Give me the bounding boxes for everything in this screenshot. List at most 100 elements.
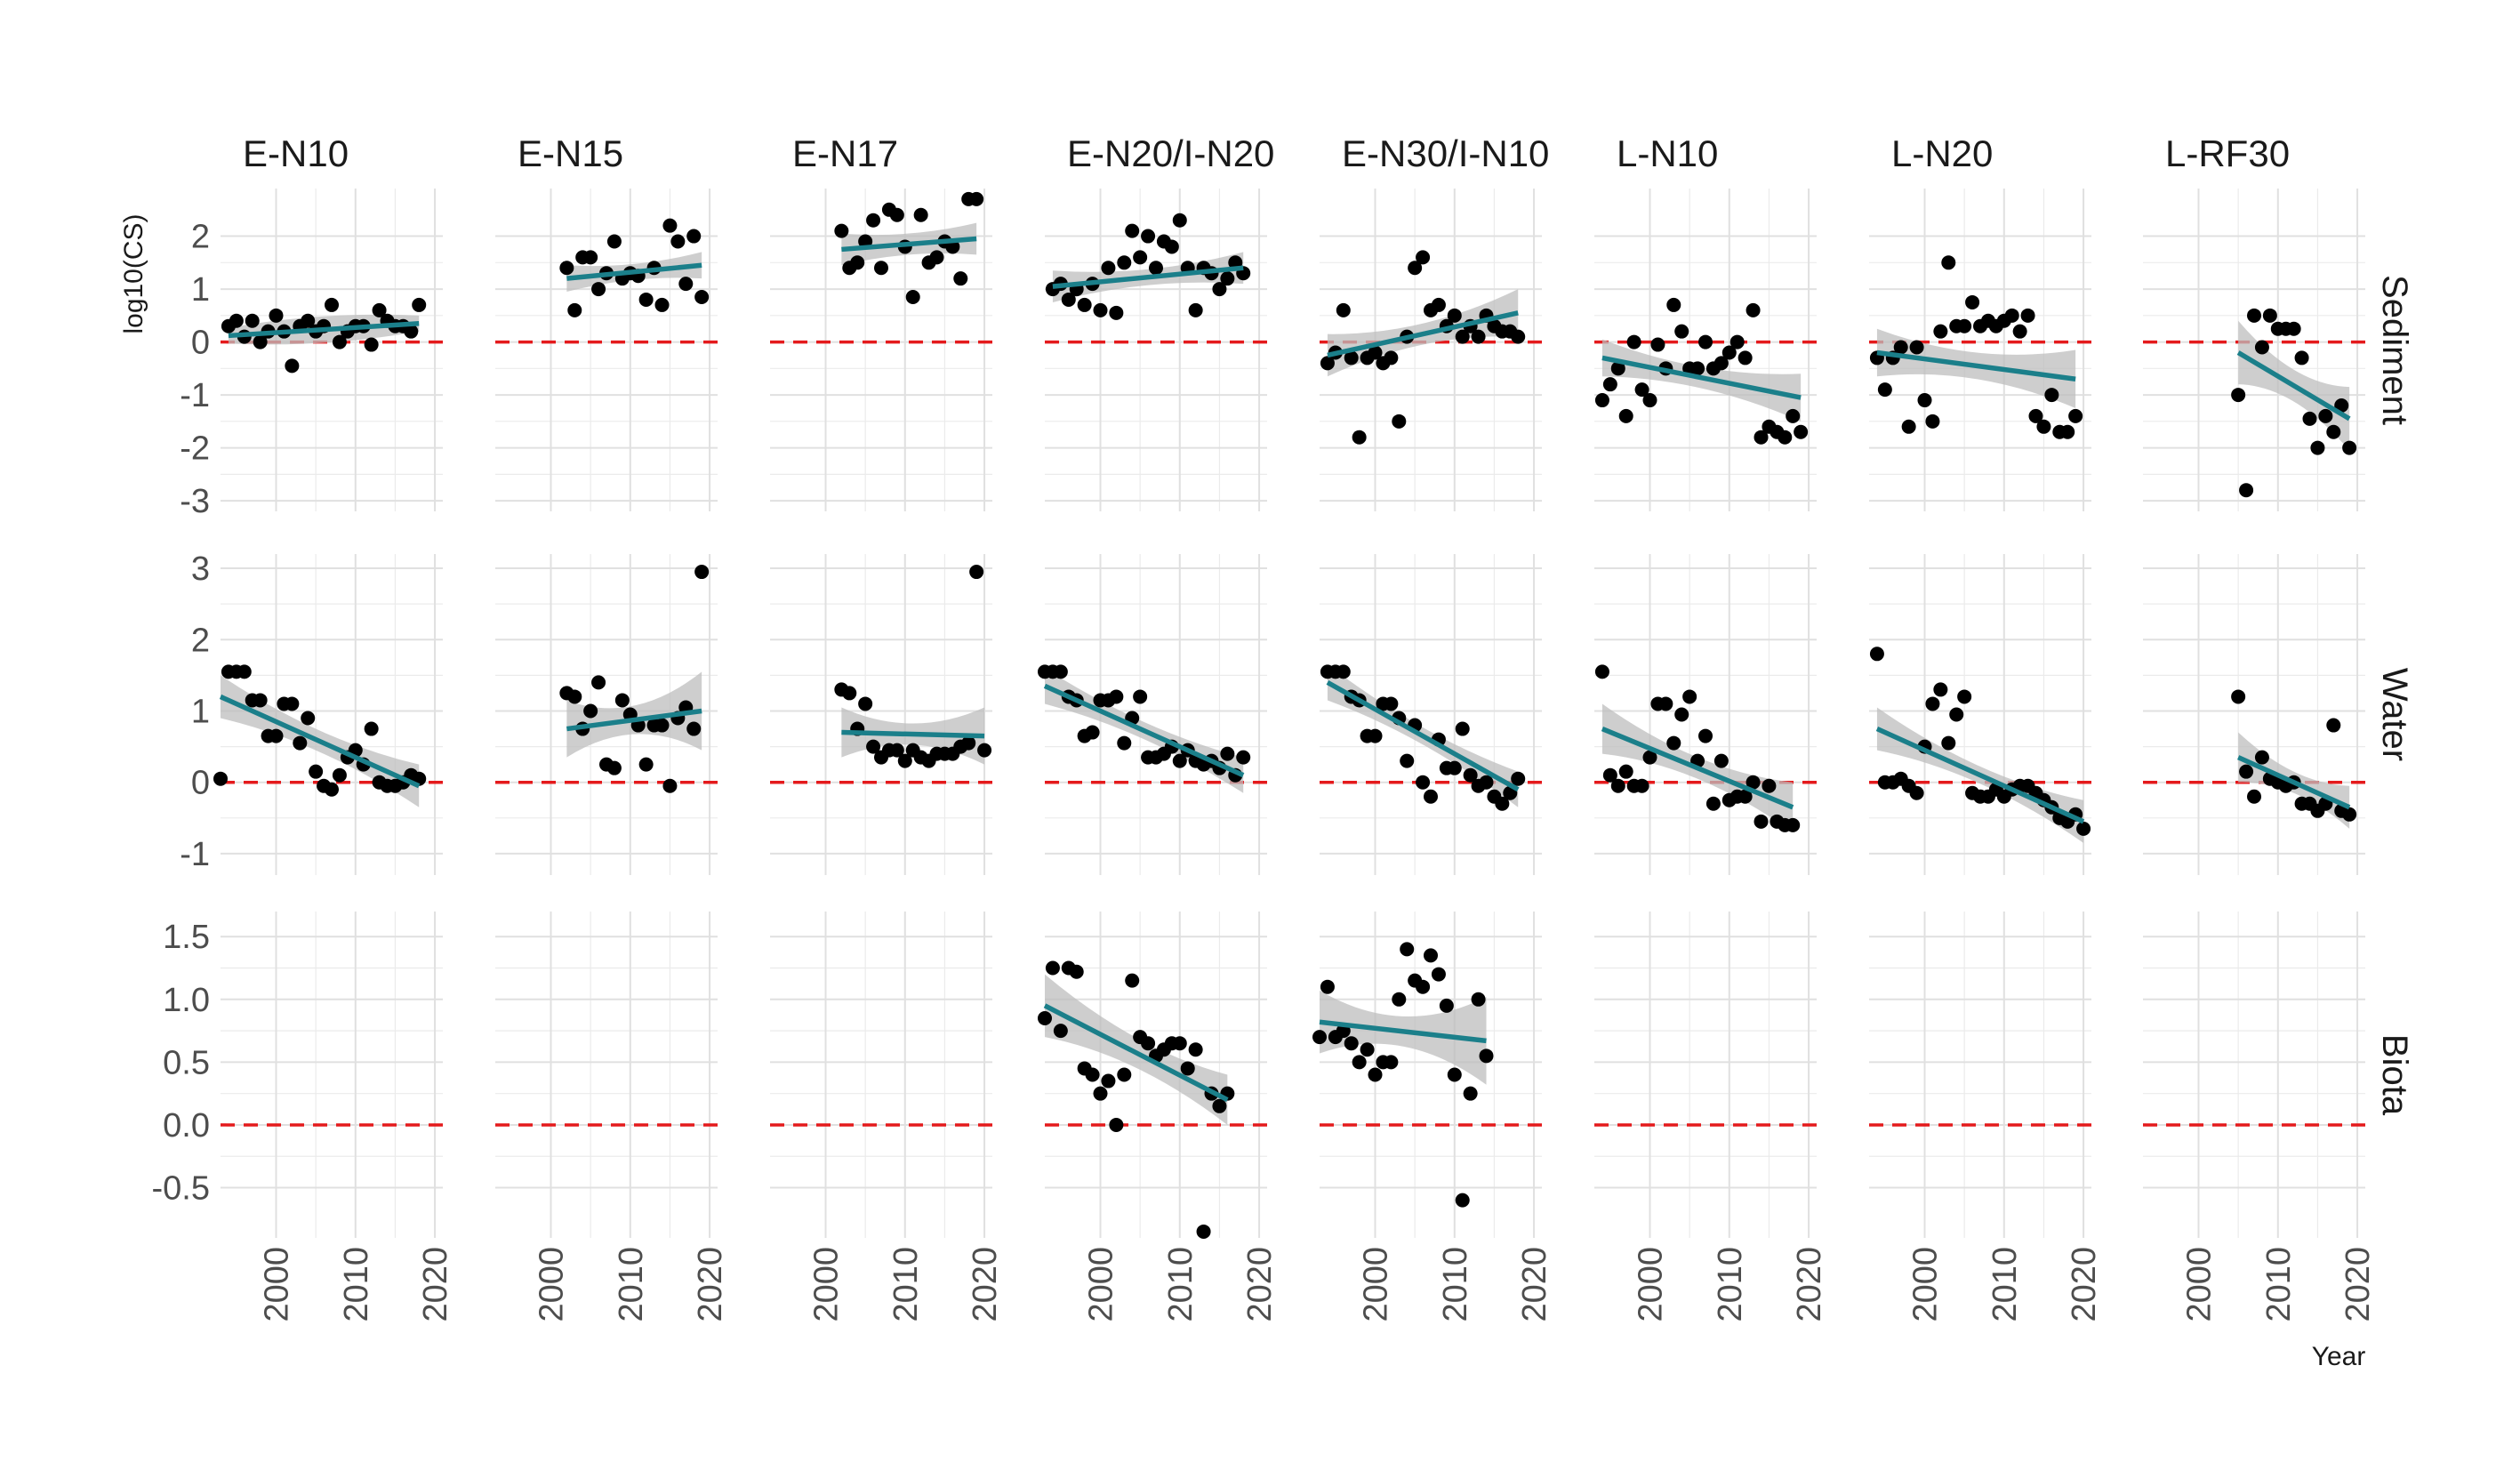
data-point	[412, 297, 427, 312]
confidence-band	[1045, 974, 1228, 1125]
data-point	[686, 721, 702, 736]
data-point	[606, 234, 622, 249]
panel-sediment-7	[2143, 189, 2365, 511]
data-point	[1109, 1117, 1124, 1132]
y-tick-label: 0.0	[163, 1107, 210, 1145]
data-point	[2262, 308, 2277, 323]
data-point	[2068, 408, 2083, 423]
data-point	[1634, 382, 1649, 398]
data-point	[1424, 948, 1438, 963]
data-point	[1236, 750, 1251, 765]
facet-title: L-RF30	[2165, 133, 2290, 174]
x-tick-label: 2000	[1083, 1247, 1120, 1322]
trend-line	[1319, 1019, 1487, 1044]
panel-sediment-1	[495, 189, 718, 511]
data-point	[1336, 302, 1351, 317]
y-tick-label: 3	[191, 550, 210, 588]
x-tick-label: 2000	[808, 1247, 846, 1322]
data-point	[1602, 377, 1617, 392]
panel-sediment-4	[1320, 189, 1542, 511]
data-point	[285, 358, 300, 374]
data-point	[1125, 973, 1140, 988]
x-tick-label: 2020	[1791, 1247, 1828, 1322]
data-point	[858, 696, 873, 711]
data-point	[1125, 223, 1140, 238]
data-point	[670, 234, 686, 249]
panel-water-2	[770, 554, 992, 875]
data-point	[1172, 213, 1187, 228]
data-point	[1220, 746, 1235, 761]
x-tick-label: 2000	[259, 1247, 296, 1322]
x-tick-label: 2010	[1986, 1247, 2024, 1322]
data-point	[1360, 1042, 1375, 1057]
x-tick-label: 2020	[1516, 1247, 1553, 1322]
data-point	[678, 277, 694, 292]
data-point	[2231, 388, 2246, 403]
data-point	[269, 728, 284, 743]
trend-line	[2236, 350, 2351, 422]
data-point	[1909, 340, 1924, 355]
data-point	[1416, 979, 1431, 994]
facet-title: L-N10	[1617, 133, 1718, 174]
data-point	[686, 229, 702, 244]
data-point	[1133, 250, 1148, 265]
data-point	[2231, 689, 2246, 704]
data-point	[1933, 324, 1948, 339]
data-point	[1746, 775, 1761, 790]
data-point	[1384, 1055, 1399, 1070]
data-point	[1634, 778, 1649, 793]
data-point	[285, 696, 300, 711]
data-point	[1666, 297, 1681, 312]
facet-title: E-N10	[243, 133, 349, 174]
data-point	[1045, 960, 1060, 976]
data-point	[2342, 440, 2357, 455]
data-point	[2318, 408, 2333, 423]
data-point	[1698, 728, 1713, 743]
x-tick-label: 2020	[692, 1247, 729, 1322]
data-point	[1220, 271, 1235, 286]
data-point	[1618, 764, 1633, 779]
data-point	[2310, 440, 2325, 455]
data-point	[2060, 424, 2075, 439]
data-point	[1463, 1086, 1478, 1101]
data-point	[961, 735, 976, 751]
data-point	[834, 223, 849, 238]
y-tick-label: -1	[180, 836, 210, 873]
data-point	[245, 313, 260, 328]
data-point	[1093, 1086, 1108, 1101]
y-tick-label: 2	[191, 219, 210, 256]
data-point	[213, 771, 228, 786]
trend-line	[219, 694, 421, 789]
data-point	[969, 191, 984, 206]
data-point	[1941, 255, 1956, 270]
data-point	[1312, 1030, 1327, 1045]
x-tick-label: 2020	[1241, 1247, 1279, 1322]
data-point	[1471, 992, 1486, 1007]
data-point	[606, 760, 622, 775]
data-point	[1463, 767, 1478, 783]
data-point	[1368, 345, 1383, 360]
y-tick-label: -3	[180, 483, 210, 520]
data-point	[1511, 329, 1526, 344]
trend-line	[841, 729, 985, 739]
panel-biota-1	[495, 912, 718, 1238]
data-point	[1447, 308, 1462, 323]
data-point	[293, 735, 308, 751]
panel-biota-4	[1312, 912, 1542, 1238]
facet-title: E-N17	[792, 133, 898, 174]
data-point	[1416, 775, 1431, 790]
data-point	[253, 693, 268, 708]
panel-water-6	[1869, 554, 2091, 875]
y-tick-label: 0	[191, 325, 210, 362]
trend-line	[1601, 727, 1794, 810]
row-strip-label: Biota	[2375, 1034, 2414, 1116]
panel-water-7	[2143, 554, 2365, 875]
y-tick-label: 1.0	[163, 982, 210, 1019]
data-point	[1368, 1067, 1383, 1082]
data-point	[638, 292, 654, 307]
data-point	[229, 313, 244, 328]
data-point	[1320, 356, 1335, 371]
data-point	[1754, 814, 1769, 829]
data-point	[1690, 361, 1705, 376]
data-point	[1511, 771, 1526, 786]
